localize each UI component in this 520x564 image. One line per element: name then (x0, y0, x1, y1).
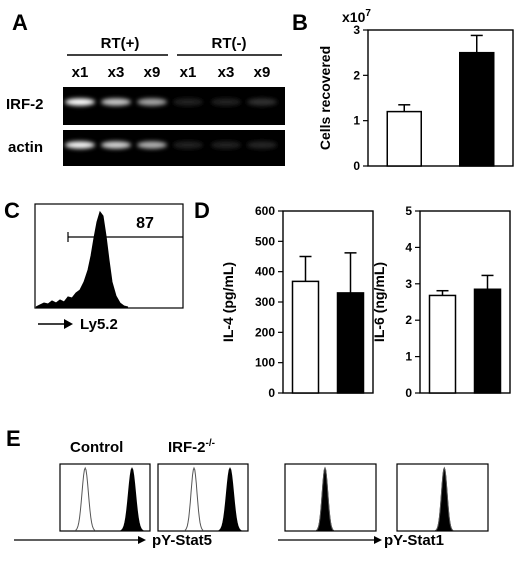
gel-group-label-rt-minus: RT(-) (212, 35, 247, 52)
panel-e-condition-control: Control (70, 439, 123, 456)
y-tick-label: 2 (405, 313, 412, 327)
gel-band (65, 141, 95, 149)
y-axis-label: IL-6 (ng/mL) (371, 262, 387, 342)
histogram-open-peak (184, 466, 204, 531)
y-tick-label: 0 (353, 159, 360, 173)
panel-label-a: A (12, 10, 28, 35)
bar (459, 51, 495, 167)
y-tick-label: 0 (405, 386, 412, 400)
y-tick-label: 2 (353, 68, 360, 82)
flow-e-stat1-xlabel: pY-Stat1 (384, 532, 444, 549)
gel-band (247, 141, 277, 149)
y-axis-label: Cells recovered (317, 46, 333, 150)
flow-e-stat1-control (284, 463, 377, 532)
panel-e-condition-irf2: IRF-2-/- (168, 438, 215, 456)
histogram-frame (396, 463, 489, 532)
histogram-open-peak (316, 466, 334, 531)
gel-bands (65, 98, 277, 149)
flow-c-arrowhead-icon (64, 319, 73, 329)
bar (291, 280, 320, 394)
flow-e-stat1-arrowhead-icon (374, 536, 382, 544)
gel-group-label-rt-plus: RT(+) (101, 35, 140, 52)
panel-label-e: E (6, 426, 21, 451)
flow-c-histogram (35, 210, 129, 308)
histogram-frame (284, 463, 377, 532)
panel-label-b: B (292, 10, 308, 35)
flow-e-stat5-arrowhead-icon (138, 536, 146, 544)
gel-strip-irf2 (63, 87, 285, 125)
chart-d-il4: 0 100 200 300 400 500 600 IL-4 (pg/mL) (220, 204, 374, 400)
bar (336, 292, 365, 394)
y-axis-multiplier: x107 (342, 8, 371, 25)
chart-b-cells-recovered: 0 1 2 3 Cells recovered x107 (317, 8, 514, 173)
gel-lane-label: x9 (254, 64, 271, 81)
gel-band (211, 98, 241, 106)
flow-e-stat5-irf2 (157, 463, 249, 532)
gel-band (101, 141, 131, 149)
bar (428, 294, 457, 394)
gel-row-label-actin: actin (8, 139, 43, 156)
gel-band (137, 141, 167, 149)
histogram-open-peak (435, 466, 454, 531)
flow-e-stat5-xlabel: pY-Stat5 (152, 532, 212, 549)
gel-strip-actin (63, 130, 285, 166)
gel-lane-label: x1 (180, 64, 197, 81)
y-tick-label: 100 (255, 356, 275, 370)
gel-band (65, 98, 95, 106)
gel-lane-label: x3 (218, 64, 235, 81)
gel-band (173, 98, 203, 106)
histogram-frame (59, 463, 151, 532)
y-tick-label: 200 (255, 325, 275, 339)
y-tick-label: 4 (405, 240, 412, 254)
y-tick-label: 5 (405, 204, 412, 218)
gel-band (101, 98, 131, 106)
gel-row-label-irf2: IRF-2 (6, 96, 44, 113)
gel-band (247, 98, 277, 106)
y-tick-label: 500 (255, 234, 275, 248)
y-tick-label: 3 (353, 23, 360, 37)
panel-label-d: D (194, 198, 210, 223)
histogram-open-peak (75, 466, 96, 531)
y-tick-label: 400 (255, 265, 275, 279)
y-tick-label: 600 (255, 204, 275, 218)
y-tick-label: 1 (353, 114, 360, 128)
chart-d-il6: 0 1 2 3 4 5 IL-6 (ng/mL) (371, 204, 511, 400)
gel-lane-label: x9 (144, 64, 161, 81)
gel-band (137, 98, 167, 106)
chart-frame (419, 210, 511, 394)
bar (386, 110, 422, 167)
flow-e-stat1-irf2 (396, 463, 489, 532)
y-tick-label: 3 (405, 277, 412, 291)
y-tick-label: 300 (255, 295, 275, 309)
histogram-filled-peak (218, 467, 242, 531)
bar (473, 288, 502, 394)
histogram-filled-peak (120, 467, 144, 531)
gel-lane-label: x1 (72, 64, 89, 81)
chart-frame (367, 29, 514, 167)
histogram-frame (157, 463, 249, 532)
gel-lane-label: x3 (108, 64, 125, 81)
flow-c-xlabel: Ly5.2 (80, 316, 118, 333)
flow-c-gate-percent: 87 (136, 215, 154, 232)
flow-c-frame (34, 203, 184, 309)
gel-band (173, 141, 203, 149)
y-tick-label: 1 (405, 350, 412, 364)
y-tick-label: 0 (268, 386, 275, 400)
y-axis-label: IL-4 (pg/mL) (220, 262, 236, 342)
flow-e-stat5-control (59, 463, 151, 532)
panel-label-c: C (4, 198, 20, 223)
gel-band (211, 141, 241, 149)
